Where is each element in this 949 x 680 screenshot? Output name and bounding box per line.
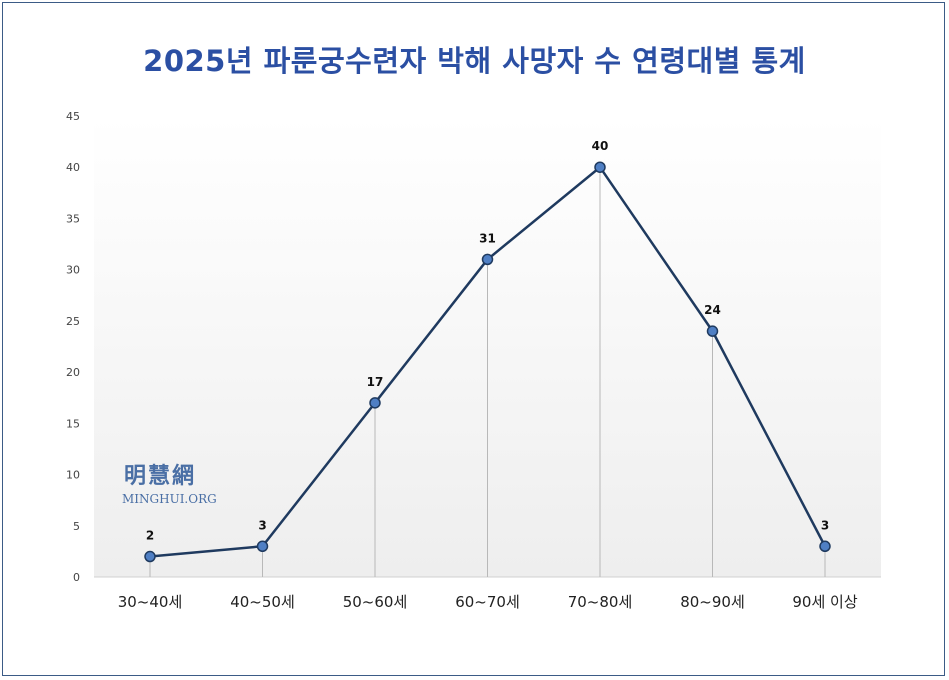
watermark-english: MINGHUI.ORG bbox=[122, 492, 217, 506]
y-tick-label: 0 bbox=[73, 571, 80, 584]
y-tick-label: 35 bbox=[66, 212, 80, 225]
y-tick-label: 5 bbox=[73, 520, 80, 533]
x-tick-label: 90세 이상 bbox=[792, 593, 857, 611]
minghui-watermark: 明慧網 MINGHUI.ORG bbox=[118, 458, 228, 506]
x-tick-label: 50~60세 bbox=[343, 593, 408, 611]
chart-title: 2025년 파룬궁수련자 박해 사망자 수 연령대별 통계 bbox=[143, 44, 806, 78]
data-label: 3 bbox=[258, 518, 266, 532]
x-tick-label: 70~80세 bbox=[568, 593, 633, 611]
data-label: 17 bbox=[367, 375, 384, 389]
data-point bbox=[369, 397, 381, 409]
data-point bbox=[594, 161, 606, 173]
y-tick-label: 15 bbox=[66, 417, 80, 430]
x-tick-label: 30~40세 bbox=[118, 593, 183, 611]
watermark-chinese: 明慧網 bbox=[124, 463, 197, 489]
y-tick-label: 20 bbox=[66, 366, 80, 379]
data-point bbox=[481, 253, 494, 266]
data-point bbox=[819, 540, 831, 553]
y-tick-label: 25 bbox=[66, 315, 80, 328]
data-label: 2 bbox=[146, 529, 154, 543]
x-tick-label: 80~90세 bbox=[680, 593, 745, 611]
y-tick-label: 10 bbox=[66, 469, 80, 482]
y-tick-label: 30 bbox=[66, 264, 80, 277]
data-label: 40 bbox=[592, 139, 609, 153]
data-label: 24 bbox=[704, 303, 721, 317]
y-tick-label: 45 bbox=[66, 110, 80, 123]
data-point bbox=[256, 540, 269, 553]
x-tick-label: 40~50세 bbox=[230, 593, 295, 611]
data-point bbox=[706, 325, 719, 337]
data-label: 31 bbox=[479, 231, 496, 245]
y-tick-label: 40 bbox=[66, 161, 80, 174]
data-point bbox=[144, 550, 156, 563]
data-label: 3 bbox=[821, 518, 829, 532]
x-tick-label: 60~70세 bbox=[455, 593, 520, 611]
